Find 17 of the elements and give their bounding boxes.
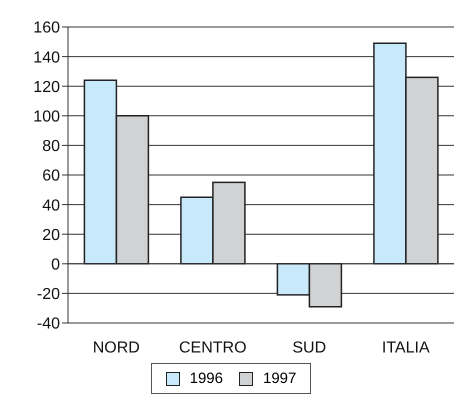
y-tick-label: -40	[36, 316, 60, 333]
y-tick-label: 40	[42, 197, 60, 214]
y-tick-label: 60	[42, 168, 60, 185]
x-tick-label: NORD	[92, 339, 140, 356]
y-tick-label: 20	[42, 226, 60, 244]
y-tick-label: 80	[42, 138, 60, 156]
y-tick-label: -20	[36, 286, 60, 304]
y-tick-label: 0	[51, 256, 60, 274]
x-tick-label: SUD	[292, 339, 326, 356]
legend-label: 1996	[190, 370, 223, 387]
y-tick-label: 120	[33, 78, 60, 96]
x-tick-label: CENTRO	[178, 339, 247, 356]
y-tick-label: 140	[33, 49, 60, 66]
legend-label: 1997	[263, 370, 296, 387]
y-tick-label: 100	[33, 108, 60, 126]
y-tick-label: 160	[33, 20, 60, 37]
x-tick-label: ITALIA	[382, 339, 430, 356]
